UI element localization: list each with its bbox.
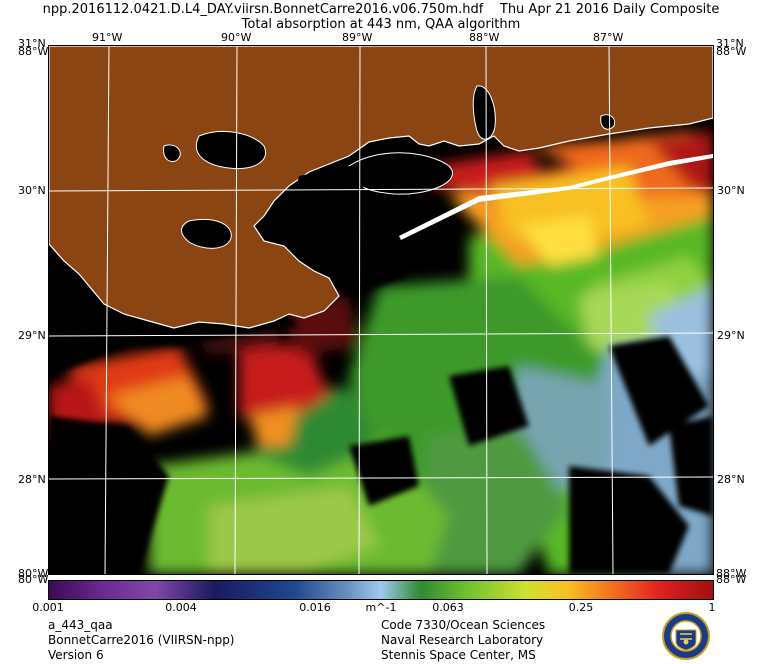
lat-label-left-28n: 28°N	[18, 473, 46, 486]
land-mass	[49, 46, 713, 329]
lon-label-87w: 87°W	[593, 31, 624, 44]
footer-right-line-2: Naval Research Laboratory	[381, 633, 544, 647]
corner-label-tl-top: 31°N	[18, 37, 46, 50]
lat-label-left-29n: 29°N	[18, 329, 46, 342]
corner-label-br-bottom: 88°W	[716, 573, 747, 586]
lat-label-right-29n: 29°N	[717, 329, 745, 342]
lon-label-89w: 89°W	[342, 31, 373, 44]
colorbar-tick-2: 0.016	[299, 601, 331, 614]
colorbar-units: m^-1	[365, 601, 397, 614]
filename: npp.2016112.0421.D.L4_DAY.viirsn.BonnetC…	[42, 2, 484, 17]
lat-label-right-28n: 28°N	[717, 473, 745, 486]
lon-label-91w: 91°W	[92, 31, 123, 44]
colorbar-tick-1: 0.004	[165, 601, 197, 614]
corner-label-bl-bottom: 80°W	[18, 573, 49, 586]
corner-label-tl-bottom: 88°W	[18, 45, 49, 58]
graticule	[49, 46, 713, 574]
lat-label-right-30n: 30°N	[717, 184, 745, 197]
composite-date: Thu Apr 21 2016 Daily Composite	[499, 2, 720, 17]
lat-label-left-30n: 30°N	[18, 184, 46, 197]
corner-label-tr-top: 31°N	[716, 37, 744, 50]
corner-label-bl-top: 80°W	[18, 567, 49, 580]
lon-label-90w: 90°W	[221, 31, 252, 44]
colorbar-tick-3: 0.063	[432, 601, 464, 614]
footer-left-line-3: Version 6	[48, 648, 104, 662]
product-title: Total absorption at 443 nm, QAA algorith…	[241, 17, 521, 32]
colorbar	[48, 580, 714, 600]
footer-right-line-1: Code 7330/Ocean Sciences	[381, 618, 546, 632]
footer-left-line-2: BonnetCarre2016 (VIIRSN-npp)	[48, 633, 235, 647]
satellite-map[interactable]	[49, 46, 713, 574]
corner-label-tr-bottom: 88°W	[716, 45, 747, 58]
colorbar-tick-0: 0.001	[32, 601, 64, 614]
map-panel[interactable]	[48, 45, 714, 575]
colorbar-tick-4: 0.25	[568, 601, 594, 614]
nrl-logo-icon	[662, 612, 710, 660]
lon-label-88w: 88°W	[469, 31, 500, 44]
footer-right-line-3: Stennis Space Center, MS	[381, 648, 536, 662]
absorption-field	[49, 131, 713, 574]
colorbar-tick-5: 1	[708, 601, 716, 614]
footer-left-line-1: a_443_qaa	[48, 618, 113, 632]
map-title-line-1: npp.2016112.0421.D.L4_DAY.viirsn.BonnetC…	[0, 2, 762, 18]
corner-label-br-top: 88°W	[716, 567, 747, 580]
